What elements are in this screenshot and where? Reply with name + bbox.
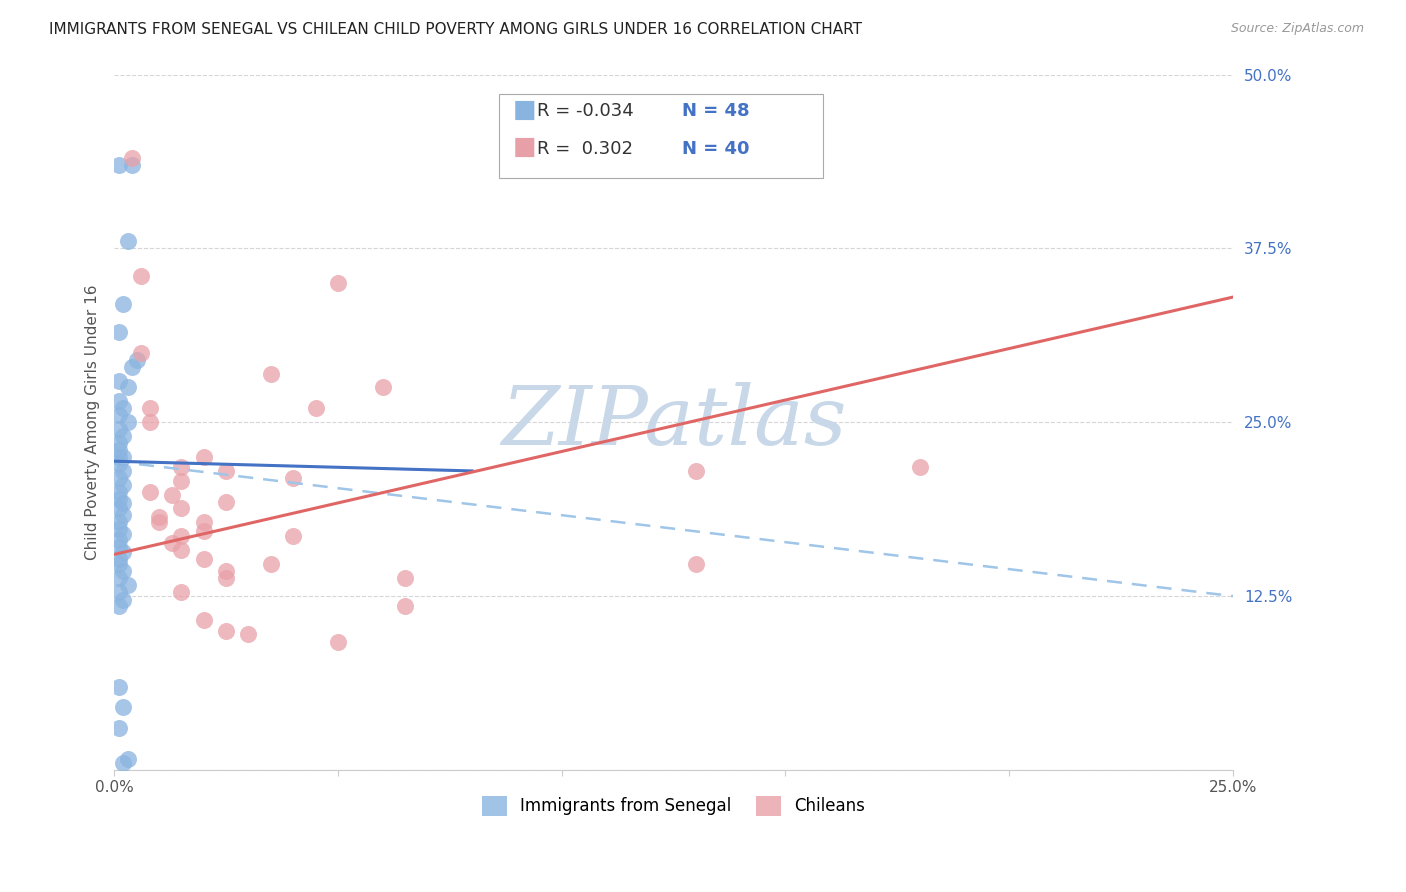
- Point: [129, 345, 152, 359]
- Point: [170, 474, 193, 488]
- Point: [139, 415, 162, 429]
- Text: N = 48: N = 48: [682, 103, 749, 120]
- Point: [193, 551, 215, 566]
- Point: [215, 571, 238, 585]
- Text: N = 40: N = 40: [682, 140, 749, 158]
- Point: [107, 522, 129, 536]
- Text: ■: ■: [513, 136, 537, 159]
- Point: [107, 422, 129, 436]
- Point: [107, 721, 129, 735]
- Point: [107, 409, 129, 423]
- Point: [193, 516, 215, 530]
- Point: [107, 450, 129, 464]
- Point: [107, 471, 129, 485]
- Point: [685, 557, 707, 571]
- Point: [148, 516, 170, 530]
- Point: [107, 501, 129, 516]
- Point: [112, 508, 135, 523]
- Point: [107, 443, 129, 458]
- Point: [107, 374, 129, 388]
- Y-axis label: Child Poverty Among Girls Under 16: Child Poverty Among Girls Under 16: [86, 285, 100, 560]
- Point: [170, 585, 193, 599]
- Point: [283, 529, 305, 543]
- Point: [112, 450, 135, 464]
- Point: [394, 599, 416, 613]
- Point: [107, 325, 129, 339]
- Point: [121, 151, 143, 165]
- Point: [371, 380, 394, 394]
- Point: [148, 509, 170, 524]
- Point: [685, 464, 707, 478]
- Point: [117, 380, 139, 394]
- Point: [117, 235, 139, 249]
- Point: [112, 496, 135, 510]
- Point: [121, 359, 143, 374]
- Text: R = -0.034: R = -0.034: [537, 103, 634, 120]
- Point: [107, 394, 129, 409]
- Point: [107, 491, 129, 506]
- Point: [117, 752, 139, 766]
- Point: [107, 551, 129, 566]
- Point: [170, 459, 193, 474]
- Point: [162, 487, 184, 501]
- Point: [170, 529, 193, 543]
- Point: [121, 158, 143, 172]
- Point: [107, 158, 129, 172]
- Point: [107, 557, 129, 571]
- Point: [125, 352, 148, 367]
- Point: [112, 478, 135, 492]
- Point: [193, 524, 215, 538]
- Point: [215, 464, 238, 478]
- Point: [112, 526, 135, 541]
- Point: [112, 564, 135, 578]
- Point: [112, 544, 135, 558]
- Point: [139, 401, 162, 416]
- Point: [107, 680, 129, 694]
- Point: [112, 401, 135, 416]
- Point: [215, 564, 238, 578]
- Text: ZIPatlas: ZIPatlas: [501, 383, 846, 462]
- Legend: Immigrants from Senegal, Chileans: Immigrants from Senegal, Chileans: [474, 788, 873, 824]
- Point: [238, 626, 260, 640]
- Point: [107, 571, 129, 585]
- Point: [162, 536, 184, 550]
- Point: [107, 436, 129, 450]
- Point: [117, 578, 139, 592]
- Point: [107, 484, 129, 499]
- Point: [260, 367, 283, 381]
- Point: [170, 501, 193, 516]
- Point: [304, 401, 326, 416]
- Point: [107, 541, 129, 555]
- Point: [112, 464, 135, 478]
- Point: [107, 457, 129, 471]
- Point: [112, 756, 135, 770]
- Text: Source: ZipAtlas.com: Source: ZipAtlas.com: [1230, 22, 1364, 36]
- Point: [107, 585, 129, 599]
- Point: [215, 494, 238, 508]
- Point: [129, 269, 152, 284]
- Text: ■: ■: [513, 98, 537, 121]
- Point: [193, 450, 215, 464]
- Point: [908, 459, 931, 474]
- Point: [117, 415, 139, 429]
- Point: [112, 700, 135, 714]
- Point: [326, 276, 349, 290]
- Text: IMMIGRANTS FROM SENEGAL VS CHILEAN CHILD POVERTY AMONG GIRLS UNDER 16 CORRELATIO: IMMIGRANTS FROM SENEGAL VS CHILEAN CHILD…: [49, 22, 862, 37]
- Point: [112, 593, 135, 607]
- Text: R =  0.302: R = 0.302: [537, 140, 633, 158]
- Point: [215, 624, 238, 638]
- Point: [283, 471, 305, 485]
- Point: [139, 484, 162, 499]
- Point: [107, 599, 129, 613]
- Point: [260, 557, 283, 571]
- Point: [107, 516, 129, 530]
- Point: [394, 571, 416, 585]
- Point: [107, 533, 129, 548]
- Point: [112, 297, 135, 311]
- Point: [193, 613, 215, 627]
- Point: [112, 429, 135, 443]
- Point: [326, 635, 349, 649]
- Point: [170, 543, 193, 558]
